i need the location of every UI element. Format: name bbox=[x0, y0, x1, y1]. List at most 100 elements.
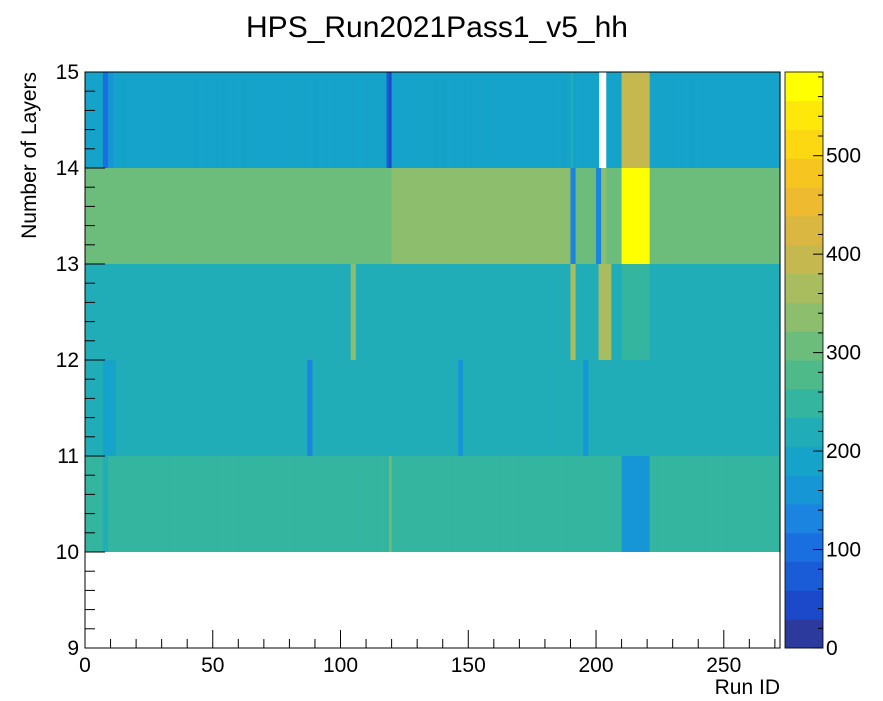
heatmap-cell bbox=[498, 72, 503, 168]
heatmap-cell bbox=[118, 168, 122, 264]
heatmap-cell bbox=[97, 72, 101, 168]
heatmap-cell bbox=[463, 456, 467, 552]
heatmap-cell bbox=[363, 264, 367, 360]
heatmap-cell bbox=[491, 168, 495, 264]
heatmap-cell bbox=[327, 168, 331, 264]
heatmap-cell bbox=[286, 360, 291, 456]
heatmap-cell bbox=[102, 360, 107, 456]
heatmap-cell bbox=[294, 264, 298, 360]
heatmap-cell bbox=[197, 72, 201, 168]
heatmap-cell bbox=[521, 168, 526, 264]
heatmap-cell bbox=[649, 264, 653, 360]
heatmap-cell bbox=[478, 72, 482, 168]
heatmap-cell bbox=[652, 264, 656, 360]
colorbar-swatch bbox=[785, 475, 823, 505]
heatmap-cell bbox=[527, 456, 531, 552]
heatmap-cell bbox=[716, 72, 720, 168]
heatmap-cell bbox=[427, 264, 431, 360]
heatmap-cell bbox=[396, 360, 400, 456]
heatmap-cell bbox=[542, 456, 546, 552]
heatmap-cell bbox=[327, 264, 331, 360]
heatmap-cell bbox=[345, 168, 349, 264]
heatmap-cell bbox=[524, 72, 528, 168]
heatmap-cell bbox=[240, 360, 245, 456]
heatmap-cell bbox=[307, 72, 311, 168]
heatmap-cell bbox=[412, 72, 416, 168]
heatmap-cell bbox=[343, 72, 347, 168]
heatmap-cell bbox=[192, 456, 196, 552]
heatmap-cell bbox=[723, 168, 727, 264]
heatmap-cell bbox=[171, 360, 176, 456]
heatmap-cell bbox=[130, 360, 135, 456]
heatmap-cell bbox=[713, 168, 717, 264]
heatmap-cell bbox=[205, 360, 209, 456]
heatmap-cell bbox=[529, 456, 533, 552]
heatmap-cell bbox=[184, 168, 188, 264]
heatmap-cell bbox=[608, 72, 612, 168]
heatmap-cell bbox=[386, 360, 390, 456]
heatmap-cell bbox=[120, 360, 124, 456]
heatmap-cell bbox=[734, 360, 738, 456]
heatmap-cell bbox=[330, 264, 334, 360]
heatmap-cell bbox=[386, 264, 390, 360]
heatmap-cell bbox=[136, 264, 140, 360]
heatmap-cell bbox=[751, 264, 756, 360]
heatmap-cell bbox=[312, 264, 316, 360]
heatmap-cell bbox=[309, 456, 314, 552]
heatmap-cell bbox=[366, 72, 370, 168]
x-tick-label: 200 bbox=[579, 654, 614, 677]
heatmap-cell bbox=[348, 360, 352, 456]
heatmap-cell bbox=[383, 264, 388, 360]
heatmap-cell bbox=[537, 72, 541, 168]
heatmap-cell bbox=[105, 168, 109, 264]
heatmap-cell bbox=[647, 360, 651, 456]
heatmap-cell bbox=[95, 168, 99, 264]
heatmap-cell bbox=[276, 360, 280, 456]
heatmap-cell bbox=[685, 72, 689, 168]
heatmap-cell bbox=[148, 264, 153, 360]
heatmap-cell bbox=[337, 168, 342, 264]
heatmap-cell bbox=[521, 360, 526, 456]
heatmap-cell bbox=[182, 72, 186, 168]
heatmap-cell bbox=[373, 168, 377, 264]
heatmap-cell bbox=[596, 360, 600, 456]
heatmap-cell bbox=[511, 72, 515, 168]
heatmap-cell bbox=[189, 264, 193, 360]
heatmap-cell bbox=[115, 360, 119, 456]
heatmap-cell bbox=[240, 456, 245, 552]
heatmap-cell bbox=[749, 72, 753, 168]
heatmap-cell bbox=[746, 72, 750, 168]
heatmap-cell bbox=[274, 360, 278, 456]
heatmap-cell bbox=[677, 456, 681, 552]
heatmap-cell bbox=[414, 264, 418, 360]
heatmap-cell bbox=[164, 360, 168, 456]
heatmap-cell bbox=[440, 456, 444, 552]
heatmap-cell bbox=[680, 360, 684, 456]
heatmap-cell bbox=[565, 456, 569, 552]
heatmap-cell bbox=[358, 264, 362, 360]
heatmap-cell bbox=[274, 168, 278, 264]
heatmap-cell bbox=[463, 72, 467, 168]
heatmap-cell bbox=[406, 264, 411, 360]
heatmap-cell bbox=[281, 360, 285, 456]
heatmap-cell bbox=[350, 456, 354, 552]
heatmap-cell bbox=[557, 72, 561, 168]
heatmap-cell bbox=[350, 360, 354, 456]
heatmap-cell bbox=[378, 72, 382, 168]
heatmap-cell bbox=[593, 264, 597, 360]
heatmap-cell bbox=[90, 456, 94, 552]
heatmap-cell bbox=[731, 360, 735, 456]
heatmap-cell bbox=[445, 264, 449, 360]
heatmap-cell bbox=[721, 264, 725, 360]
y-tick-label: 10 bbox=[56, 541, 79, 564]
heatmap-cell bbox=[268, 456, 273, 552]
heatmap-cell bbox=[320, 456, 324, 552]
colorbar-tick-label: 400 bbox=[826, 243, 861, 266]
heatmap-cell bbox=[419, 456, 423, 552]
heatmap-cell bbox=[90, 264, 94, 360]
heatmap-cell bbox=[87, 264, 91, 360]
heatmap-cell bbox=[235, 264, 239, 360]
heatmap-cell bbox=[659, 456, 664, 552]
heatmap-cell bbox=[460, 360, 464, 456]
heatmap-cell bbox=[452, 360, 457, 456]
